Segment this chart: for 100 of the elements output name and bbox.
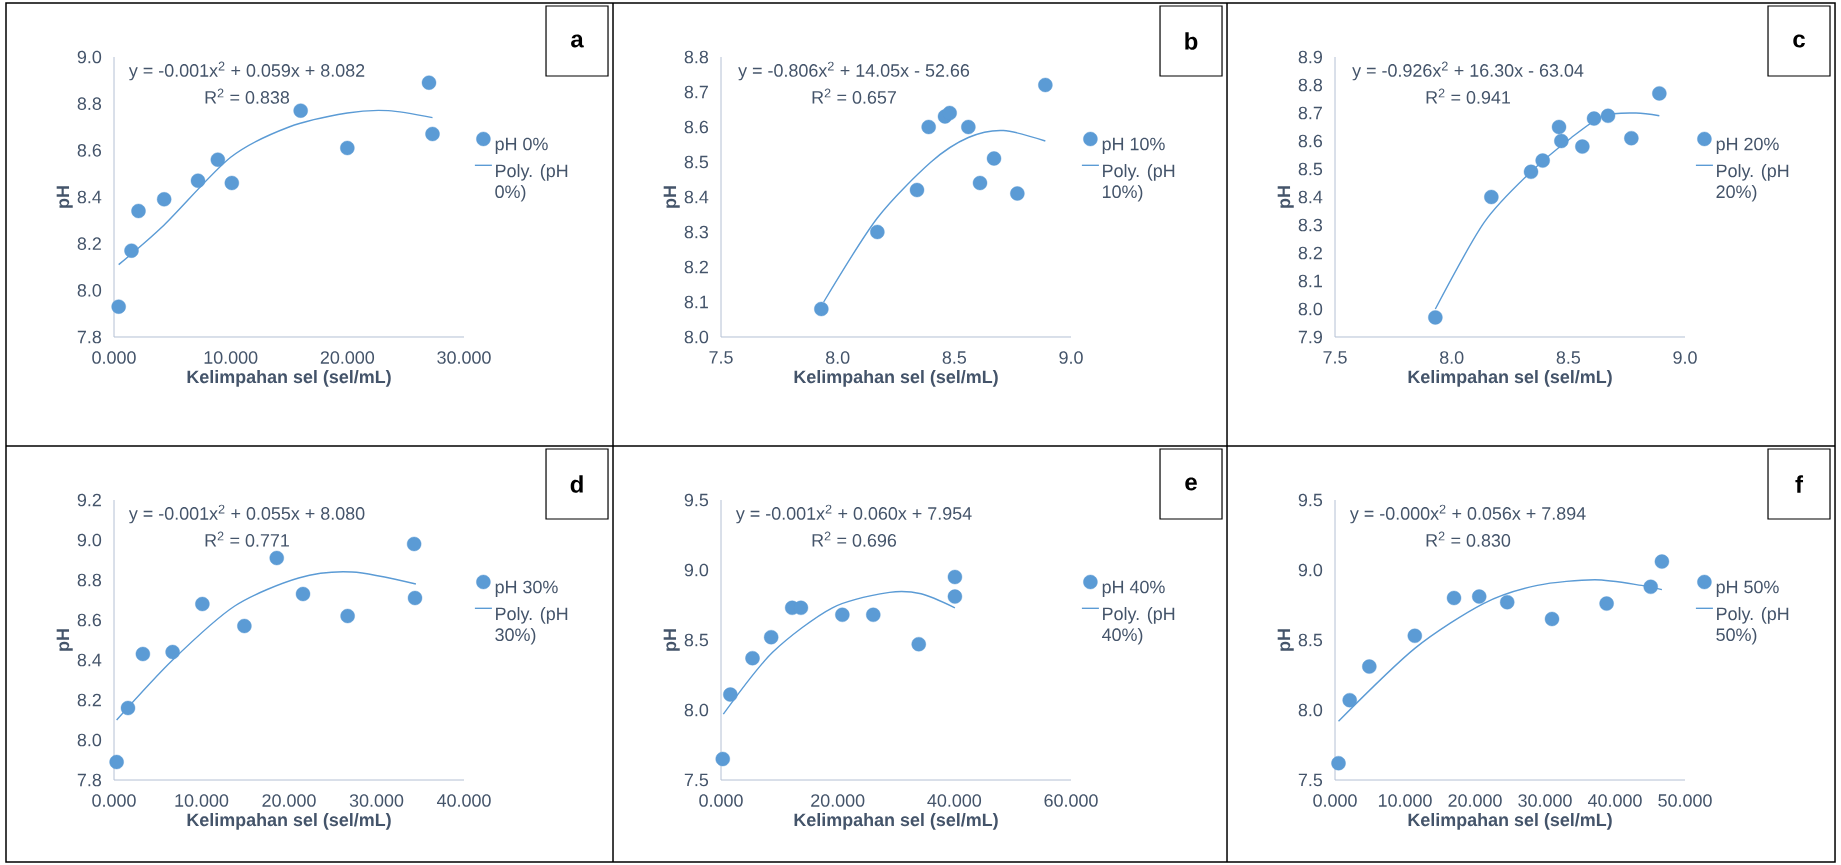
point (1544, 611, 1560, 627)
y-tick-label: 8.4 (77, 190, 102, 204)
y-tick-label: 8.6 (77, 613, 102, 627)
x-tick-label: 20.000 (262, 794, 316, 807)
point (961, 119, 976, 135)
y-axis-title: pH (663, 186, 680, 208)
point (237, 618, 252, 634)
y-tick-label: 8.0 (684, 330, 709, 344)
legend-label: pH 30% (495, 580, 558, 597)
point (1600, 108, 1616, 123)
x-tick-label: 60.000 (1044, 794, 1098, 807)
point (1654, 554, 1670, 569)
x-axis-title: Kelimpahan sel (sel/mL) (794, 813, 998, 830)
annotation: R$^{2}$ = 0.830 (1426, 531, 1511, 547)
point (745, 651, 760, 666)
point (131, 203, 146, 219)
point (921, 119, 936, 135)
y-tick-label: 8.6 (1298, 134, 1323, 148)
point (224, 175, 240, 191)
annotation: y = -0.001x$^{2}$ + 0.060x + 7.954 (735, 504, 972, 524)
point (1342, 693, 1357, 708)
annotation: R$^{2}$ = 0.941 (1426, 88, 1510, 104)
y-tick-label: 8.0 (1298, 703, 1323, 717)
point (1331, 756, 1346, 771)
y-tick-label: 8.5 (1298, 162, 1323, 176)
point (1010, 186, 1025, 201)
y-tick-label: 8.9 (1298, 50, 1322, 64)
x-tick-label: 10.000 (175, 794, 229, 807)
x-tick-label: 20.000 (811, 794, 865, 807)
point (972, 175, 988, 191)
point (986, 151, 1002, 166)
x-tick-label: 9.0 (1673, 351, 1697, 364)
annotation: y = -0.926x$^{2}$ + 16.30x - 63.04 (1352, 61, 1584, 81)
y-tick-label: 8.5 (684, 633, 709, 647)
point (1446, 590, 1462, 606)
text: d (570, 475, 583, 493)
point (421, 75, 437, 90)
point (911, 637, 926, 652)
x-tick-label: 8.0 (1440, 351, 1464, 364)
x-tick-label: 40.000 (927, 794, 982, 807)
point (293, 103, 308, 118)
y-tick-label: 8.2 (1298, 246, 1322, 260)
y-tick-label: 8.8 (684, 50, 709, 64)
y-tick-label: 7.5 (1298, 773, 1323, 787)
y-axis-title: pH (1277, 186, 1294, 208)
x-tick-label: 50.000 (1658, 794, 1712, 807)
point (120, 700, 136, 716)
y-tick-label: 8.4 (1298, 190, 1323, 204)
x-tick-label: 7.5 (709, 351, 733, 364)
point (715, 751, 730, 767)
point (1643, 579, 1658, 594)
y-tick-label: 9.0 (77, 50, 102, 64)
point (111, 299, 126, 314)
x-tick-label: 0.000 (92, 351, 136, 364)
point (340, 608, 355, 624)
point (340, 140, 355, 156)
y-tick-label: 8.3 (684, 225, 709, 239)
x-tick-label: 40.000 (436, 794, 491, 807)
point (1523, 164, 1539, 179)
point (870, 224, 885, 240)
point (866, 607, 881, 622)
point (1472, 589, 1487, 604)
y-tick-label: 8.5 (1298, 633, 1323, 647)
point (124, 243, 139, 258)
x-tick-label: 8.0 (825, 351, 850, 364)
point (942, 105, 957, 121)
annotation: R$^{2}$ = 0.771 (205, 531, 289, 547)
x-tick-label: 8.5 (1556, 351, 1581, 364)
text: e (1185, 477, 1197, 491)
y-tick-label: 9.0 (77, 533, 102, 547)
text: c (1793, 34, 1805, 48)
legend-label: pH 50% (1716, 580, 1779, 597)
point (723, 687, 738, 702)
y-axis-title: pH (56, 629, 73, 651)
x-tick-label: 30.000 (1518, 794, 1572, 807)
y-tick-label: 8.2 (77, 693, 101, 707)
y-tick-label: 8.0 (77, 733, 102, 747)
point (109, 754, 124, 770)
y-tick-label: 7.8 (77, 773, 102, 787)
point (1551, 119, 1567, 135)
point (763, 630, 779, 645)
y-tick-label: 8.7 (684, 85, 708, 99)
y-tick-label: 8.8 (1298, 78, 1323, 92)
y-tick-label: 8.4 (684, 190, 709, 204)
point (407, 590, 423, 606)
x-tick-label: 0.000 (1313, 794, 1357, 807)
x-tick-label: 10.000 (1378, 794, 1432, 807)
x-tick-label: 0.000 (699, 794, 743, 807)
y-tick-label: 8.4 (77, 653, 102, 667)
point (1407, 628, 1423, 643)
x-axis-title: Kelimpahan sel (sel/mL) (187, 813, 391, 830)
point (210, 152, 226, 167)
point (156, 192, 172, 207)
x-axis-title: Kelimpahan sel (sel/mL) (187, 370, 391, 387)
y-tick-label: 8.1 (684, 295, 708, 309)
point (1599, 596, 1614, 611)
y-tick-label: 7.5 (684, 773, 709, 787)
annotation: y = -0.000x$^{2}$ + 0.056x + 7.894 (1349, 504, 1586, 524)
annotation: y = -0.001x$^{2}$ + 0.055x + 8.080 (128, 504, 365, 524)
y-tick-label: 8.0 (684, 703, 709, 717)
